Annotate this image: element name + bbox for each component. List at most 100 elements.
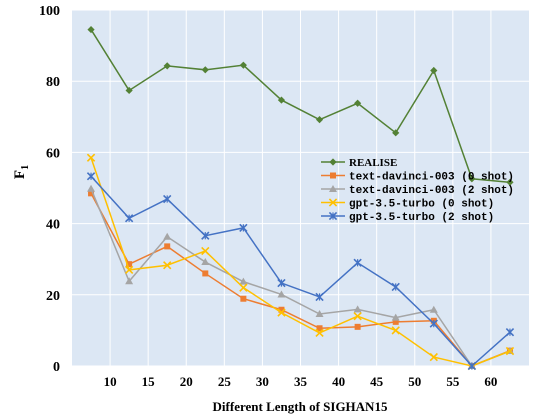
x-tick-label: 15 (142, 374, 156, 389)
data-point (505, 346, 515, 356)
legend-label: REALISE (349, 157, 397, 169)
series-line (90, 188, 511, 367)
data-point (468, 175, 476, 183)
legend-label: text-davinci-003 (0 shot) (349, 172, 514, 184)
data-point (506, 178, 514, 186)
x-tick-label: 25 (218, 374, 232, 389)
data-point (163, 261, 172, 270)
data-point (201, 258, 210, 266)
data-point (391, 313, 400, 321)
data-point (201, 246, 210, 256)
data-point (277, 278, 286, 288)
x-tick-label: 45 (370, 374, 384, 389)
data-point (87, 25, 95, 34)
legend-label: gpt-3.5-turbo (0 shot) (349, 199, 494, 211)
legend-item-text-davinci-003-0-shot: text-davinci-003 (0 shot) (321, 172, 514, 184)
gridlines (72, 9, 529, 367)
data-point (164, 243, 171, 250)
data-point (315, 116, 324, 124)
x-tick-label: 20 (180, 374, 193, 389)
data-point (353, 311, 362, 321)
data-point (86, 172, 96, 181)
x-tick-labels: 10 15 20 25 30 35 40 45 50 55 60 (104, 374, 498, 389)
data-point (201, 66, 209, 74)
x-axis-label: Different Length of SIGHAN15 (213, 399, 388, 414)
series-line (90, 175, 511, 368)
series-text-davinci-003-2-shot (87, 184, 514, 369)
data-point (315, 328, 324, 338)
data-point (354, 323, 361, 330)
legend-label: text-davinci-003 (2 shot) (349, 185, 514, 197)
series-group (86, 25, 515, 371)
data-point (429, 305, 438, 313)
y-tick-label: 80 (46, 75, 60, 90)
data-point (277, 308, 286, 317)
data-point (277, 96, 286, 104)
data-point (354, 99, 362, 107)
x-tick-label: 35 (294, 374, 308, 389)
data-point (392, 129, 400, 137)
data-point (316, 325, 323, 332)
data-point (429, 319, 438, 328)
data-point (315, 310, 324, 318)
y-tick-label: 0 (53, 360, 60, 375)
data-point (239, 61, 247, 69)
data-point (277, 290, 286, 298)
series-line (90, 157, 511, 367)
data-point (86, 153, 96, 162)
data-point (124, 214, 134, 223)
data-point (430, 66, 438, 75)
legend-swatch-marker (329, 158, 337, 166)
x-tick-label: 55 (446, 374, 460, 389)
legend-item-realise: REALISE (321, 157, 397, 169)
y-tick-label: 20 (46, 289, 60, 304)
data-point (315, 292, 324, 302)
data-point (124, 265, 134, 275)
series-gpt-3-5-turbo-2-shot (86, 172, 515, 371)
data-point (391, 282, 400, 292)
data-point (239, 283, 248, 292)
y-tick-label: 40 (46, 218, 60, 233)
x-tick-label: 50 (408, 374, 421, 389)
data-point (163, 232, 172, 240)
data-point (202, 270, 209, 277)
legend-swatch-marker (329, 185, 337, 192)
legend: REALISE text-davinci-003 (0 shot)text-dav… (321, 157, 514, 224)
x-tick-label: 10 (104, 374, 117, 389)
data-point (125, 277, 134, 285)
x-tick-label: 40 (332, 374, 345, 389)
data-point (278, 306, 285, 313)
data-point (88, 190, 95, 197)
legend-label: gpt-3.5-turbo (2 shot) (349, 212, 494, 224)
svg-text:F1: F1 (12, 165, 31, 179)
y-axis-label-sub: 1 (20, 165, 31, 170)
y-axis-label: F1 (12, 165, 31, 179)
legend-swatch-marker (328, 211, 338, 221)
data-point (392, 318, 399, 325)
data-point (467, 361, 477, 371)
data-point (125, 86, 133, 95)
legend-swatch-marker (328, 198, 338, 207)
y-tick-labels: 0 20 40 60 80 100 (39, 4, 60, 375)
x-tick-label: 60 (484, 374, 497, 389)
legend-item-gpt-3-5-turbo-2-shot: gpt-3.5-turbo (2 shot) (321, 211, 494, 224)
data-point (163, 194, 172, 204)
data-point (353, 305, 362, 313)
data-point (163, 62, 171, 70)
data-point (239, 277, 248, 285)
y-tick-label: 60 (46, 146, 60, 161)
data-point (353, 258, 362, 267)
x-tick-label: 30 (256, 374, 269, 389)
data-point (239, 223, 248, 233)
data-point (240, 295, 247, 302)
legend-swatch-marker (330, 172, 336, 179)
legend-item-text-davinci-003-2-shot: text-davinci-003 (2 shot) (321, 185, 514, 197)
series-line (90, 29, 511, 184)
data-point (126, 261, 133, 268)
data-point (391, 326, 400, 335)
y-axis-label-main: F (12, 170, 28, 179)
y-tick-label: 100 (39, 4, 60, 19)
data-point (505, 328, 515, 337)
series-realise (87, 25, 514, 186)
